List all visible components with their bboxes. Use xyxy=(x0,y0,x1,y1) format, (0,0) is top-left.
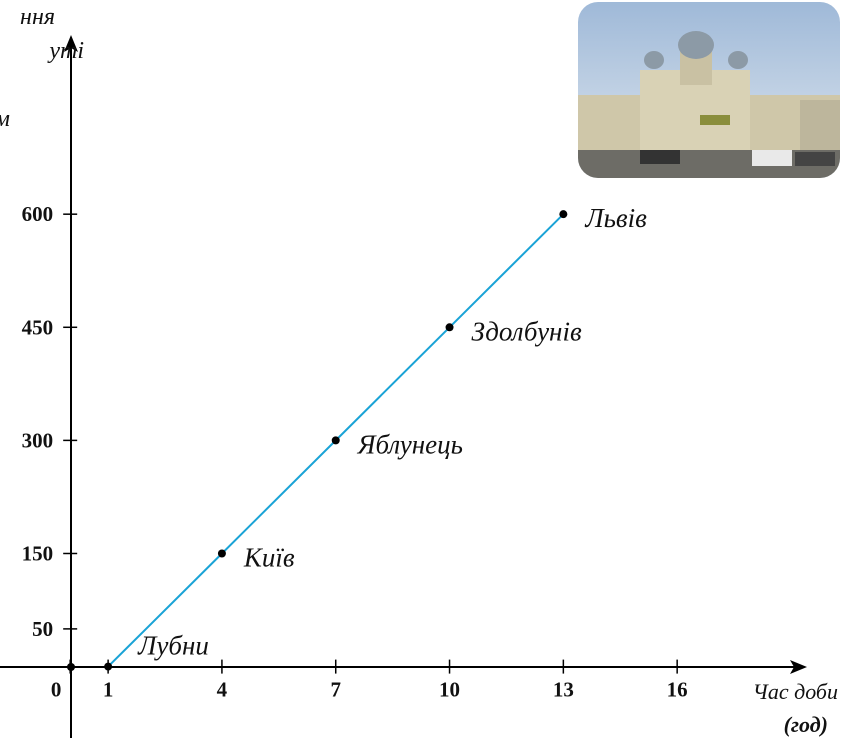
point xyxy=(104,662,113,671)
y-tick-label: 300 xyxy=(22,428,54,452)
x-tick-label: 10 xyxy=(439,678,460,702)
x-tick-label: 16 xyxy=(667,678,688,702)
x-arrow xyxy=(790,660,807,674)
y-label: уті xyxy=(47,38,84,64)
origin-dot xyxy=(67,663,75,671)
point-label: Здолбунів xyxy=(472,316,582,346)
y-tick-label: 150 xyxy=(22,541,54,565)
y-tick-label: 450 xyxy=(22,315,54,339)
y-tick-label: 600 xyxy=(22,202,54,226)
x-tick-label: 1 xyxy=(103,678,114,702)
y-tick-label: 50 xyxy=(32,617,53,641)
y-arrow xyxy=(64,35,78,52)
x-label: (год) xyxy=(784,712,828,737)
photo xyxy=(578,2,840,178)
point-label: Львів xyxy=(584,203,647,233)
x-tick-label: 13 xyxy=(553,678,574,702)
point-label: Київ xyxy=(243,542,295,572)
x-tick-label: 7 xyxy=(330,678,341,702)
x-label: Час доби xyxy=(753,679,838,704)
point-label: Лубни xyxy=(137,631,209,661)
x-tick-label: 0 xyxy=(51,678,62,702)
point xyxy=(331,436,340,445)
x-tick-label: 4 xyxy=(217,678,228,702)
y-label: м xyxy=(0,106,10,132)
point xyxy=(445,323,454,332)
point xyxy=(559,210,568,219)
y-label: ння xyxy=(20,4,55,30)
point-label: Яблунець xyxy=(357,429,463,459)
point xyxy=(217,549,226,558)
